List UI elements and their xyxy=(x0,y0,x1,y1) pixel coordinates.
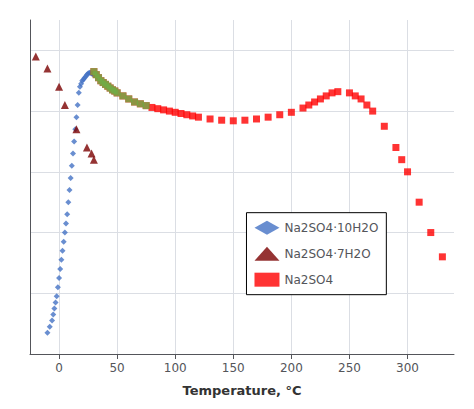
svg-text:Temperature, °C: Temperature, °C xyxy=(182,383,301,398)
svg-text:0: 0 xyxy=(55,361,63,375)
svg-text:250: 250 xyxy=(338,361,361,375)
svg-text:150: 150 xyxy=(222,361,245,375)
svg-text:Na2SO4: Na2SO4 xyxy=(284,273,333,287)
svg-text:200: 200 xyxy=(280,361,303,375)
svg-text:50: 50 xyxy=(109,361,124,375)
svg-text:100: 100 xyxy=(164,361,187,375)
svg-text:Na2SO4·10H2O: Na2SO4·10H2O xyxy=(284,221,378,235)
svg-text:300: 300 xyxy=(396,361,419,375)
svg-text:Na2SO4·7H2O: Na2SO4·7H2O xyxy=(284,247,370,261)
